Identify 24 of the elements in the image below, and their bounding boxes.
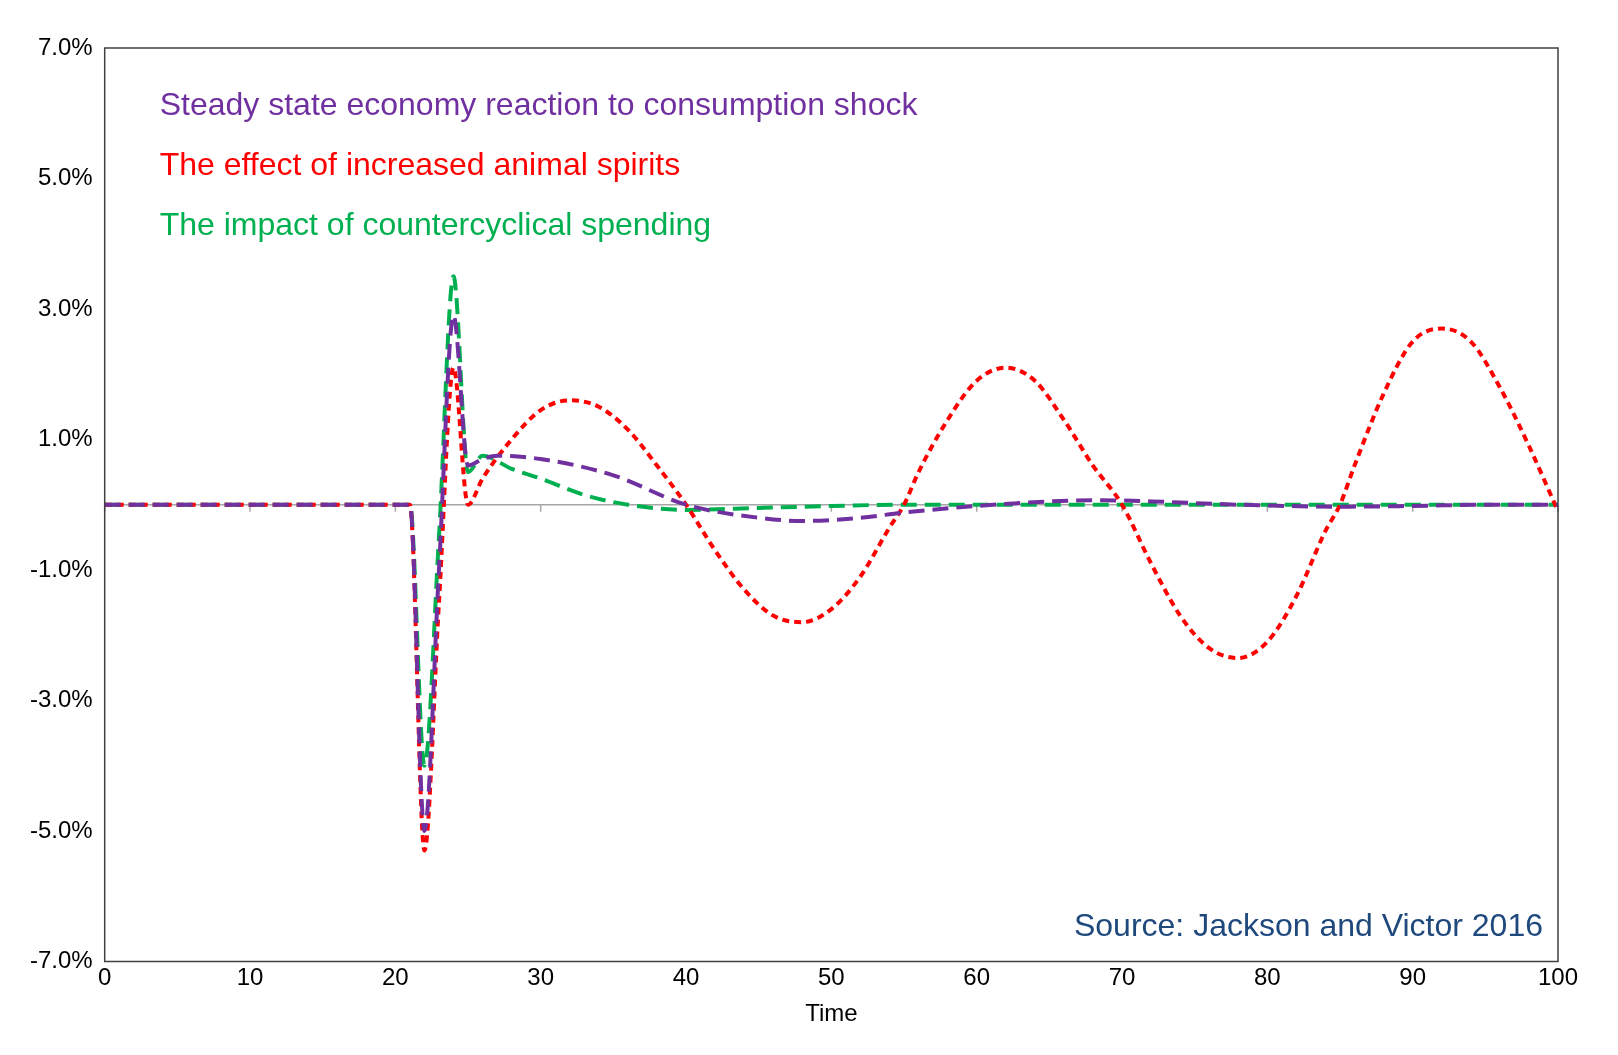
y-tick-label: 5.0%	[37, 163, 93, 191]
x-tick-label: 10	[236, 963, 264, 991]
x-tick-label: 80	[1253, 963, 1281, 991]
y-tick-label: -1.0%	[29, 554, 93, 582]
x-tick-label: 20	[382, 963, 409, 991]
annotation: Source: Jackson and Victor 2016	[1073, 907, 1543, 944]
series-label: The impact of countercyclical spending	[159, 205, 712, 242]
y-tick-label: -3.0%	[29, 685, 93, 713]
x-tick-label: 70	[1108, 963, 1136, 991]
x-tick-label: 60	[963, 963, 991, 991]
x-axis-title: Time	[805, 999, 858, 1027]
x-tick-label: 50	[818, 963, 845, 991]
text: The effect of increased animal spirits	[159, 145, 681, 182]
x-tick-label: 30	[527, 963, 555, 991]
y-tick-label: 3.0%	[37, 293, 93, 321]
y-tick-label: -7.0%	[29, 946, 93, 974]
x-tick-label: 0	[98, 963, 112, 991]
y-tick-label: -5.0%	[29, 815, 93, 843]
y-tick-label: 1.0%	[37, 424, 93, 452]
x-tick-label: 90	[1399, 963, 1427, 991]
text: Steady state economy reaction to consumption shock	[159, 85, 919, 122]
x-tick-label: 40	[672, 963, 700, 991]
x-tick-label: 100	[1537, 963, 1579, 991]
y-tick-label: 7.0%	[37, 32, 93, 60]
